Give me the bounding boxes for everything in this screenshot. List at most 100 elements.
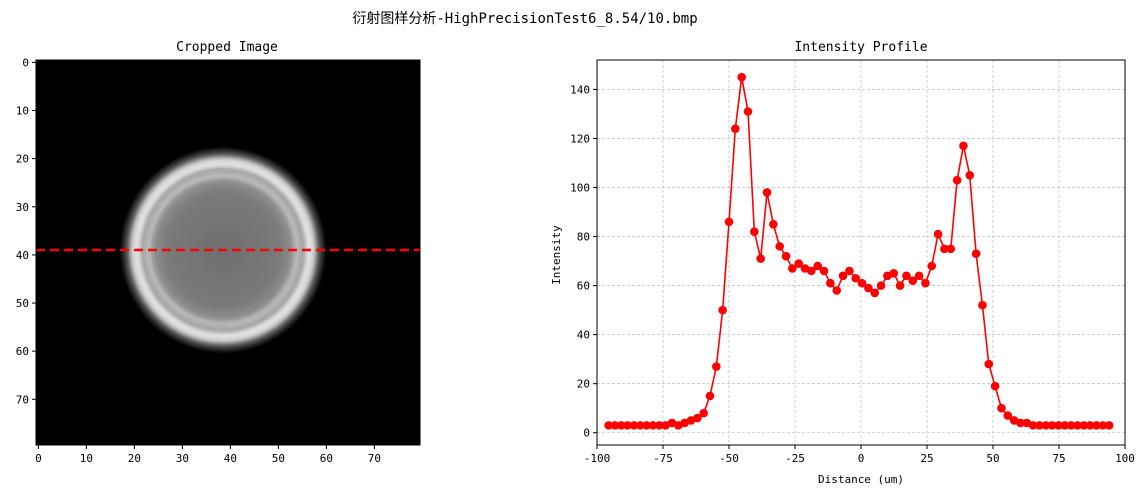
image-x-tick-label: 70	[368, 452, 381, 465]
data-point	[794, 259, 803, 268]
image-y-tick-label: 0	[22, 56, 29, 69]
data-point	[997, 403, 1006, 413]
data-point	[990, 381, 1000, 391]
data-point	[718, 305, 727, 315]
y-axis-ticks: 0 20 40 60 80 100 120 140	[570, 83, 597, 440]
data-point	[1054, 421, 1063, 430]
data-point	[1092, 421, 1101, 430]
image-x-tick-label: 0	[35, 452, 42, 465]
data-point	[1003, 411, 1013, 420]
x-tick-label: -75	[653, 452, 673, 465]
data-point	[845, 266, 854, 276]
image-x-ticks: 0 10 20 30 40 50 60 70	[35, 445, 381, 465]
data-point	[788, 264, 797, 273]
data-point	[851, 273, 861, 283]
data-point	[655, 421, 664, 430]
data-point	[1073, 421, 1082, 430]
image-x-tick-label: 40	[224, 452, 237, 465]
x-axis-label: Distance (um)	[818, 473, 904, 486]
data-point	[933, 229, 943, 239]
image-y-tick-label: 20	[16, 153, 29, 166]
data-point	[604, 421, 613, 430]
x-tick-label: 100	[1115, 452, 1135, 465]
image-y-ticks: 0 10 20 30 40 50 60 70	[16, 56, 36, 406]
data-point	[819, 266, 829, 276]
data-point	[731, 124, 740, 133]
data-point	[1047, 421, 1057, 430]
data-point	[705, 391, 715, 401]
image-x-tick-label: 10	[80, 452, 93, 465]
data-point	[775, 242, 784, 251]
data-point	[965, 170, 975, 180]
data-point	[864, 283, 873, 293]
x-tick-label: 0	[858, 452, 865, 465]
data-point	[762, 188, 772, 197]
image-y-tick-label: 10	[16, 105, 29, 118]
data-point	[946, 244, 956, 254]
data-point	[743, 107, 753, 116]
data-point	[1066, 421, 1076, 430]
data-point	[1098, 421, 1108, 430]
data-point	[826, 278, 835, 288]
data-point	[921, 278, 930, 288]
y-tick-label: 140	[570, 83, 590, 96]
image-y-tick-label: 40	[16, 249, 29, 262]
y-axis-label: Intensity	[550, 225, 563, 285]
data-point	[807, 266, 816, 276]
image-frame	[35, 59, 421, 446]
y-tick-label: 20	[577, 378, 590, 391]
image-y-tick-label: 30	[16, 201, 29, 214]
data-point	[914, 271, 924, 281]
figure-suptitle: 衍射图样分析-HighPrecisionTest6_8.54/10.bmp	[352, 11, 697, 27]
inner-ring-line	[144, 170, 300, 326]
data-point	[1041, 421, 1051, 430]
image-panel: Cropped Image 0 10 20 30 40 50 60 70 0 10 20 30 40 5…	[16, 40, 421, 465]
data-point	[1035, 421, 1044, 430]
data-point	[699, 408, 708, 418]
data-point	[889, 269, 899, 278]
data-point	[908, 276, 918, 286]
x-tick-label: 50	[986, 452, 999, 465]
data-point	[1085, 421, 1095, 430]
data-point	[876, 281, 886, 290]
image-y-tick-label: 50	[16, 297, 29, 310]
data-point	[971, 249, 981, 259]
x-tick-label: -100	[584, 452, 611, 465]
data-point	[857, 278, 867, 288]
data-point	[642, 421, 651, 430]
data-point	[870, 288, 880, 298]
chart-title: Intensity Profile	[794, 40, 927, 55]
x-tick-label: -25	[785, 452, 805, 465]
data-point	[616, 421, 626, 430]
y-tick-label: 40	[577, 329, 590, 342]
data-point	[623, 421, 632, 430]
data-point	[648, 421, 658, 430]
x-tick-label: 25	[920, 452, 933, 465]
data-point	[1016, 418, 1025, 428]
data-point	[629, 421, 639, 430]
data-point	[1060, 421, 1070, 430]
x-tick-label: 75	[1052, 452, 1065, 465]
data-point	[984, 359, 994, 369]
data-point	[610, 421, 620, 430]
x-tick-label: -50	[719, 452, 739, 465]
data-point	[832, 286, 842, 295]
data-point	[769, 219, 778, 229]
y-tick-label: 120	[570, 132, 590, 145]
data-point	[838, 271, 848, 281]
profile-panel: Intensity Profile -100 -75 -50 -25 0 25 50 75 10…	[550, 40, 1135, 486]
data-point	[927, 261, 937, 271]
data-point	[940, 244, 949, 254]
y-tick-label: 60	[577, 280, 590, 293]
data-point	[1079, 421, 1089, 430]
data-point	[635, 421, 645, 430]
image-x-tick-label: 20	[128, 452, 141, 465]
x-axis-ticks: -100 -75 -50 -25 0 25 50 75 100	[584, 445, 1135, 465]
image-panel-title: Cropped Image	[176, 40, 278, 55]
data-point	[895, 281, 905, 290]
data-point	[902, 271, 911, 281]
image-x-tick-label: 50	[272, 452, 285, 465]
data-point	[756, 254, 765, 263]
image-y-tick-label: 60	[16, 345, 29, 358]
